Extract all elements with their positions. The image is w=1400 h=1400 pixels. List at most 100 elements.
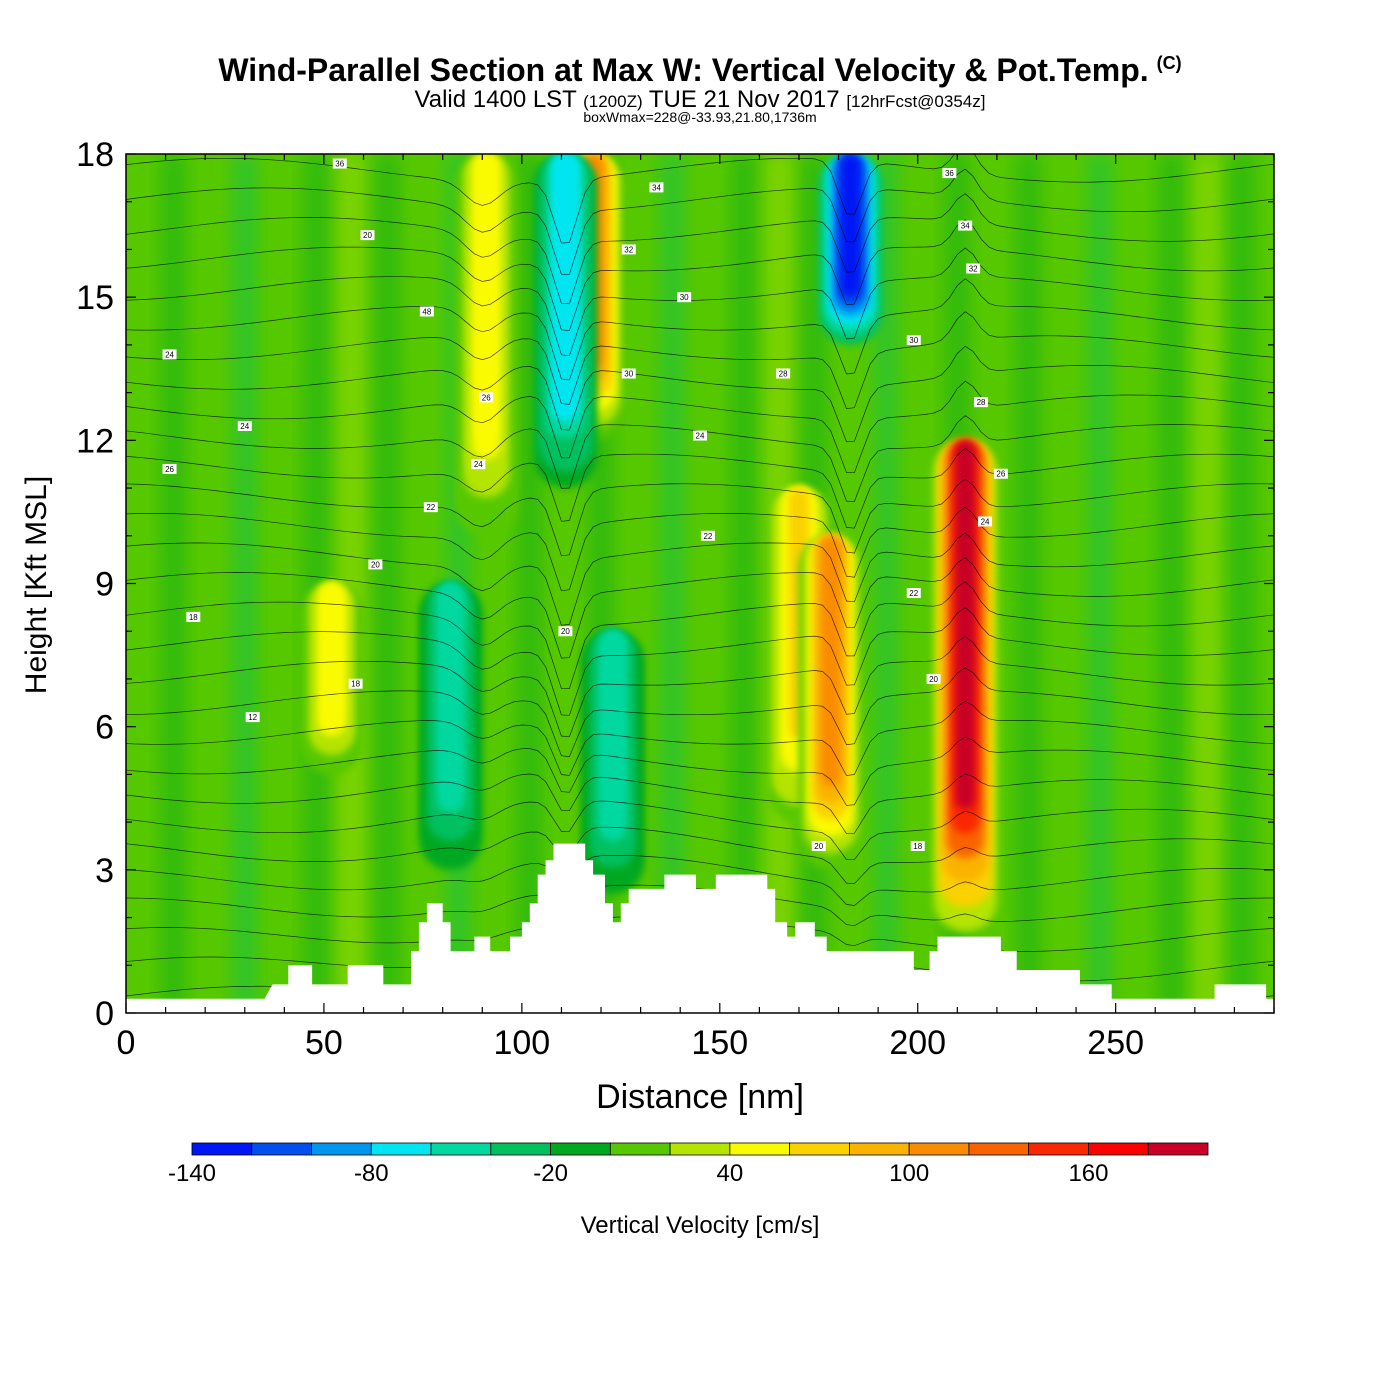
y-tick-label: 3 [95,852,114,890]
isentrope-label-box [245,712,260,723]
isentrope-label-text: 18 [913,842,922,851]
y-tick-label: 12 [76,422,114,460]
colorbar-swatch [908,1142,970,1156]
isentrope-label-box [649,182,664,193]
isentrope-contours [126,154,1274,1011]
isentrope-label: 28 [974,397,989,408]
isentrope-label-text: 22 [426,503,435,512]
colorbar-swatch [1147,1142,1209,1156]
isentrope-label: 30 [621,368,636,379]
isentrope-label-text: 36 [335,160,344,169]
isentrope-label: 26 [479,392,494,403]
background-stripe [304,154,328,1013]
updraft-band [476,154,497,441]
isentrope-line [126,557,1274,659]
background-stripe [909,154,934,1013]
background-stripe [339,154,364,1013]
background-stripe [126,154,150,1013]
chart-box-info: boxWmax=228@-33.93,21.80,1736m [583,109,817,125]
isentrope-line [126,607,1274,716]
isentrope-label-text: 34 [652,183,661,192]
isentrope-label-box [419,306,434,317]
downdraft-band [603,631,623,829]
isentrope-label-text: 18 [351,680,360,689]
background-stripe [696,154,720,1013]
isentrope-label: 34 [649,182,664,193]
colorbar-tick-label: -20 [533,1160,568,1187]
isentrope-label: 22 [700,530,715,541]
isentrope-label: 26 [993,468,1008,479]
isentrope-label-text: 28 [977,398,986,407]
background-stripe [1052,154,1077,1013]
isentrope-label-text: 32 [969,265,978,274]
colorbar-swatch [849,1142,910,1156]
background-stripe [232,154,257,1013]
isentrope-label-box [776,368,791,379]
background-stripe [1194,154,1219,1013]
isentrope-label-box [811,840,826,851]
isentrope-label-box [906,335,921,346]
isentrope-label-box [974,397,989,408]
colorbar-swatch [609,1142,671,1156]
isentrope-label: 18 [186,611,201,622]
isentrope-line [126,854,1274,906]
y-tick-label: 15 [76,279,114,317]
isentrope-label-text: 24 [240,422,249,431]
updraft-band [820,535,841,787]
isentrope-label-text: 22 [909,589,918,598]
isentrope-label: 24 [162,349,177,360]
isentrope-label-box [332,158,347,169]
colorbar-swatch [251,1142,312,1156]
isentrope-label: 18 [348,678,363,689]
isentrope-label: 20 [926,673,941,684]
isentrope-label: 18 [910,840,925,851]
background-stripe [375,154,400,1013]
background-stripe [1016,154,1041,1013]
colorbar-swatch [490,1142,551,1156]
background-stripe [731,154,756,1013]
isentrope-line [126,278,1274,381]
isentrope-line [126,247,1274,357]
isentrope-label-box [162,463,177,474]
plot-area: 36 20 48 24 26 24 26 24 22 20 18 18 12 34 32 30 30 28 24 22… [126,154,1274,1013]
isentrope-line [126,532,1274,626]
isentrope-label-text: 24 [474,460,483,469]
isentrope-label: 24 [237,421,252,432]
updraft-band [955,440,976,809]
isentrope-label-box [621,244,636,255]
x-tick-label: 200 [889,1024,946,1062]
isentrope-label-text: 26 [996,470,1005,479]
isentrope-line [126,345,1274,443]
isentrope-label-text: 20 [363,231,372,240]
y-tick-label: 9 [95,566,114,604]
isentrope-line [126,636,1274,738]
draft-bands [300,154,997,932]
colorbar-swatch [550,1142,611,1156]
colorbar-label: Vertical Velocity [cm/s] [581,1212,820,1239]
isentrope-label-text: 30 [680,293,689,302]
isentrope-label-text: 36 [945,169,954,178]
background-stripe [411,154,435,1013]
isentrope-label-box [368,559,383,570]
x-tick-label: 150 [691,1024,748,1062]
colorbar-tick-label: 40 [717,1160,744,1187]
isentrope-label-text: 30 [624,370,633,379]
isentrope-label: 22 [906,588,921,599]
colorbar: -140 -80 -20 40 100 160 [168,1142,1209,1187]
background-stripe [161,154,186,1013]
isentrope-line [126,219,1274,331]
colorbar-swatch [729,1142,791,1156]
y-tick-label: 0 [95,995,114,1033]
isentrope-line [126,311,1274,409]
background-stripe [874,154,898,1013]
isentrope-label: 30 [906,335,921,346]
isentrope-label-text: 24 [165,350,174,359]
isentrope-label: 24 [471,459,486,470]
x-axis-label: Distance [nm] [596,1078,804,1116]
background-stripe [268,154,293,1013]
isentrope-label: 30 [677,292,692,303]
isentrope-label: 24 [693,430,707,441]
isentrope-label: 34 [958,220,973,231]
isentrope-line [126,800,1274,861]
